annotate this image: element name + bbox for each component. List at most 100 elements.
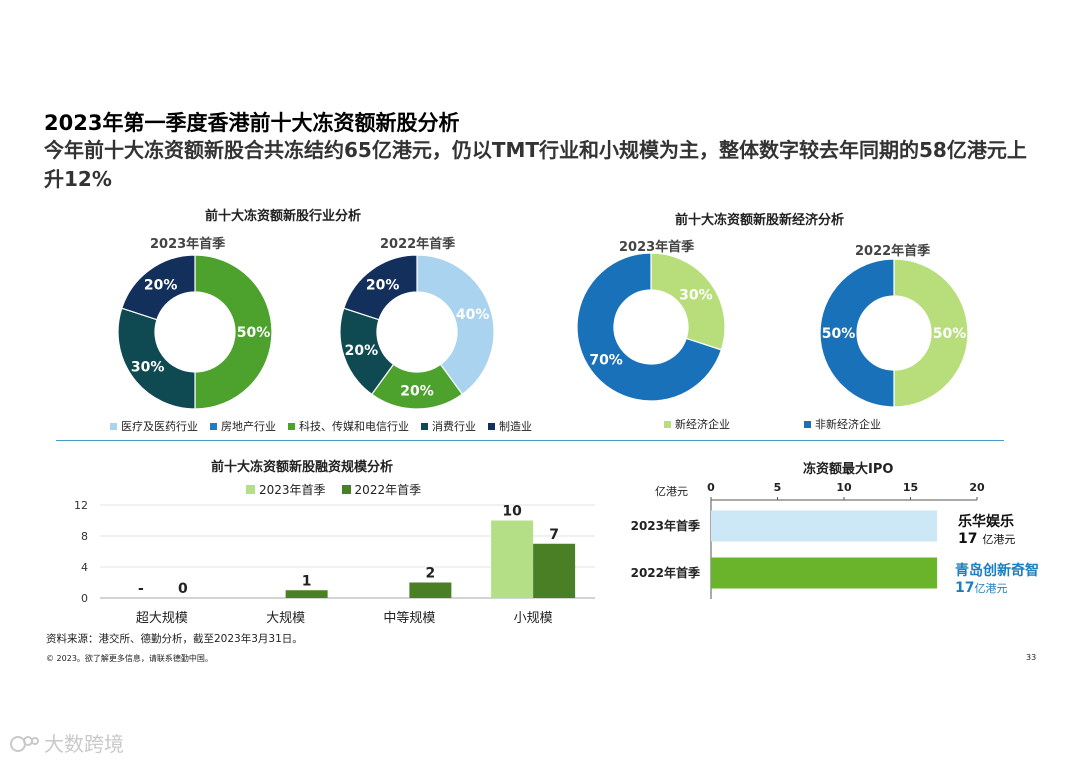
legend-label: 医疗及医药行业 (121, 420, 198, 433)
y-category-label: 2023年首季 (631, 518, 701, 533)
y-tick-label: 8 (81, 530, 88, 543)
watermark: 大数跨境 (10, 728, 124, 757)
legend-label: 消费行业 (432, 420, 476, 433)
watermark-logo-icon (10, 735, 39, 752)
scale-bar-chart: 0 4 8 12 - 0 超大规模 1 大规模 2 中等规模 10 7 小规模 (74, 499, 595, 626)
new-economy-2023-period: 2023年首季 (619, 240, 695, 255)
ipo-bar (711, 557, 938, 589)
scale-chart-title: 前十大冻资额新股融资规模分析 (211, 460, 394, 475)
bar-value-label: - (138, 581, 144, 597)
x-tick-label: 15 (903, 481, 918, 494)
donut-slice (819, 258, 895, 408)
y-tick-label: 12 (74, 499, 88, 512)
donut-industry-2023: 50% 30% 20% (117, 254, 273, 410)
legend-swatch (488, 422, 495, 430)
bar-value-label: 0 (178, 581, 188, 597)
x-tick-label: 5 (774, 481, 782, 494)
y-tick-label: 0 (81, 592, 88, 605)
donut-slice (117, 307, 196, 410)
page-subtitle: 今年前十大冻资额新股合共冻结约65亿港元，仍以TMT行业和小规模为主，整体数字较… (44, 138, 1027, 191)
legend-label: 房地产行业 (221, 420, 276, 433)
donut-slice-label: 40% (456, 307, 490, 323)
y-category-label: 2022年首季 (631, 565, 701, 580)
donut-slice-label: 50% (822, 326, 856, 342)
new-economy-2022-period: 2022年首季 (855, 244, 931, 259)
bar (285, 590, 328, 598)
legend-label: 新经济企业 (675, 418, 730, 431)
x-category-label: 小规模 (514, 611, 553, 626)
donut-slice (576, 252, 723, 402)
legend-label: 2022年首季 (354, 483, 422, 497)
legend-label: 2023年首季 (259, 483, 326, 497)
ipo-2022-company: 青岛创新奇智 (955, 563, 1039, 579)
legend-swatch (110, 422, 117, 430)
legend-swatch (288, 422, 295, 430)
ipo-2022-unit: 亿港元 (974, 582, 1008, 595)
donut-slice-label: 50% (237, 325, 271, 341)
ipo-2022-amount: 17 (955, 580, 975, 596)
ipo-2022-annotation: 青岛创新奇智 17亿港元 (955, 560, 1039, 596)
legend-item-non-new-economy: 非新经济企业 (804, 416, 881, 432)
new-economy-section-title: 前十大冻资额新股新经济分析 (675, 213, 845, 228)
industry-section-title: 前十大冻资额新股行业分析 (205, 209, 362, 224)
donut-slice-label: 20% (366, 278, 400, 294)
bar-value-label: 10 (502, 504, 522, 520)
donut-new-economy-2023: 30% 70% (576, 252, 726, 402)
donut-new-economy-2022: 50% 50% (819, 258, 969, 408)
donut-slice (416, 254, 495, 396)
legend-item-tmt: 科技、传媒和电信行业 (288, 418, 409, 434)
legend-swatch (421, 422, 428, 430)
legend-swatch (804, 420, 811, 428)
page-number: 33 (1026, 653, 1037, 662)
ipo-bar (711, 510, 938, 542)
bar-value-label: 2 (426, 566, 436, 582)
legend-label: 制造业 (499, 420, 532, 433)
legend-swatch (664, 420, 671, 428)
industry-legend: 医疗及医药行业 房地产行业 科技、传媒和电信行业 消费行业 制造业 (110, 418, 544, 434)
legend-item-healthcare: 医疗及医药行业 (110, 418, 198, 434)
legend-item-2023: 2023年首季 (246, 481, 326, 498)
bar-value-label: 7 (549, 527, 559, 543)
bar (491, 520, 534, 598)
donut-slice (194, 254, 273, 410)
legend-item-manufacturing: 制造业 (488, 418, 532, 434)
y-tick-label: 4 (81, 561, 88, 574)
industry-2022-period: 2022年首季 (380, 237, 456, 252)
x-tick-label: 0 (707, 481, 715, 494)
x-category-label: 超大规模 (136, 611, 188, 626)
legend-item-real-estate: 房地产行业 (210, 418, 276, 434)
page-title: 2023年第一季度香港前十大冻资额新股分析 (44, 111, 460, 135)
legend-swatch (246, 485, 255, 494)
section-divider (56, 440, 1004, 441)
ipo-2023-unit: 亿港元 (982, 533, 1016, 546)
donut-slice-label: 20% (345, 343, 379, 359)
legend-item-consumer: 消费行业 (421, 418, 476, 434)
x-unit-label: 亿港元 (655, 485, 688, 498)
watermark-text: 大数跨境 (44, 732, 124, 756)
x-category-label: 大规模 (266, 611, 305, 626)
ipo-2023-amount: 17 (958, 531, 978, 547)
donut-slice (893, 258, 969, 408)
donut-industry-2022: 40% 20% 20% 20% (339, 254, 495, 410)
legend-item-2022: 2022年首季 (341, 481, 422, 498)
legend-swatch (341, 485, 351, 494)
x-tick-label: 10 (836, 481, 852, 494)
bar-value-label: 1 (302, 573, 312, 589)
source-note: 资料来源：港交所、德勤分析，截至2023年3月31日。 (46, 633, 303, 645)
x-category-label: 中等规模 (383, 610, 435, 626)
ipo-2023-company: 乐华娱乐 (958, 514, 1014, 530)
new-economy-legend: 新经济企业 非新经济企业 (664, 416, 893, 432)
ipo-2023-value: 17 亿港元 (958, 531, 1015, 547)
donut-slice-label: 20% (400, 384, 434, 400)
legend-label: 科技、传媒和电信行业 (299, 420, 409, 433)
scale-chart-legend: 2023年首季 2022年首季 (246, 481, 433, 498)
legend-label: 非新经济企业 (815, 418, 881, 431)
donut-slice-label: 70% (589, 353, 623, 369)
x-tick-label: 20 (969, 481, 985, 494)
legend-swatch (210, 422, 217, 430)
ipo-chart-title: 冻资额最大IPO (803, 462, 894, 477)
bar (409, 582, 452, 598)
donut-slice (650, 252, 726, 351)
ipo-bar-chart: 亿港元 0 5 10 15 20 2023年首季 2022年首季 (631, 481, 985, 599)
ipo-2022-value: 17亿港元 (955, 580, 1039, 596)
